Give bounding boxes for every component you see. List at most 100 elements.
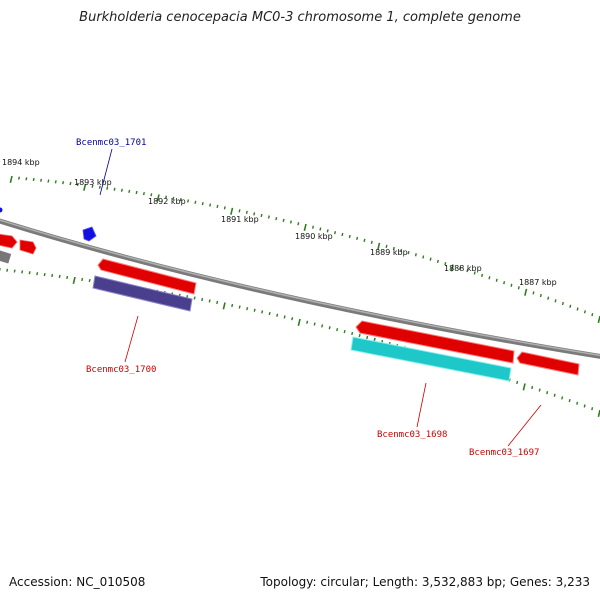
gene-label-1698[interactable]: Bcenmc03_1698 xyxy=(377,430,447,440)
minor-tick xyxy=(40,178,43,182)
minor-tick xyxy=(69,181,72,186)
gene-1698[interactable] xyxy=(350,336,512,382)
minor-tick xyxy=(58,274,61,279)
major-tick xyxy=(9,175,13,183)
minor-tick xyxy=(91,184,94,188)
minor-tick xyxy=(113,187,116,191)
minor-tick xyxy=(591,407,594,411)
minor-tick xyxy=(516,380,519,385)
minor-tick xyxy=(106,186,109,190)
gene-1697[interactable] xyxy=(516,351,580,376)
tick-label-1890: 1890 kbp xyxy=(295,232,333,241)
minor-tick xyxy=(253,308,256,312)
minor-tick xyxy=(538,388,541,392)
minor-tick xyxy=(25,177,28,181)
minor-tick xyxy=(569,304,572,308)
gene-forward-red-long[interactable] xyxy=(355,320,515,364)
minor-tick xyxy=(164,195,168,199)
minor-tick xyxy=(216,204,219,209)
minor-tick xyxy=(358,333,361,338)
major-tick xyxy=(303,223,307,231)
gene-label-1701[interactable]: Bcenmc03_1701 xyxy=(76,138,146,148)
minor-tick xyxy=(546,391,549,395)
minor-tick xyxy=(414,253,417,257)
minor-tick xyxy=(150,193,153,197)
minor-tick xyxy=(568,398,571,403)
minor-tick xyxy=(187,199,190,203)
minor-tick xyxy=(267,215,270,219)
minor-tick xyxy=(28,271,31,275)
tick-label-1893: 1893 kbp xyxy=(74,178,112,187)
minor-tick xyxy=(356,236,359,241)
topology-summary: Topology: circular; Length: 3,532,883 bp… xyxy=(260,575,590,589)
minor-tick xyxy=(81,277,84,282)
major-tick xyxy=(522,383,526,391)
minor-tick xyxy=(531,385,534,390)
minor-tick xyxy=(201,202,204,206)
gene-small-blue[interactable] xyxy=(82,226,97,242)
minor-tick xyxy=(532,291,535,295)
major-tick xyxy=(230,207,234,215)
minor-tick xyxy=(422,255,425,259)
minor-tick xyxy=(238,305,241,309)
gene-forward-small-2[interactable] xyxy=(19,239,37,255)
minor-tick xyxy=(276,313,279,317)
minor-tick xyxy=(466,268,469,273)
minor-tick xyxy=(444,262,447,266)
minor-tick xyxy=(6,268,9,272)
minor-tick xyxy=(120,188,123,192)
minor-tick xyxy=(495,278,498,282)
minor-tick xyxy=(334,231,337,235)
gene-edge-blue[interactable] xyxy=(0,207,3,213)
minor-tick xyxy=(488,276,491,280)
minor-tick xyxy=(283,315,286,319)
minor-tick xyxy=(246,307,249,311)
minor-tick xyxy=(583,310,586,314)
minor-tick xyxy=(328,326,331,330)
outer-tick-ring xyxy=(9,175,600,323)
minor-tick xyxy=(313,322,316,326)
minor-tick xyxy=(306,320,309,324)
gene-forward-1701-block[interactable] xyxy=(97,258,197,295)
minor-tick xyxy=(366,335,369,340)
minor-tick xyxy=(343,329,346,334)
minor-tick xyxy=(32,177,35,182)
minor-tick xyxy=(319,227,322,231)
major-tick xyxy=(297,318,301,326)
minor-tick xyxy=(336,328,339,332)
minor-tick xyxy=(253,212,256,216)
minor-tick xyxy=(517,286,520,290)
minor-tick xyxy=(88,278,91,283)
minor-tick xyxy=(539,293,542,298)
chromosome-backbone xyxy=(0,218,600,359)
gene-label-1700[interactable]: Bcenmc03_1700 xyxy=(86,365,156,375)
minor-tick xyxy=(370,240,373,244)
chromosome-backbone-highlight xyxy=(0,219,600,357)
leader-1700 xyxy=(124,315,139,363)
minor-tick xyxy=(201,297,204,302)
minor-tick xyxy=(142,191,145,196)
minor-tick xyxy=(261,310,264,314)
gene-label-1697[interactable]: Bcenmc03_1697 xyxy=(469,448,539,458)
minor-tick xyxy=(553,393,556,397)
gene-edge-gray[interactable] xyxy=(0,250,12,264)
minor-tick xyxy=(458,266,462,270)
minor-tick xyxy=(260,213,263,218)
minor-tick xyxy=(51,273,54,278)
minor-tick xyxy=(510,283,513,287)
leader-1698 xyxy=(416,382,427,428)
gene-1700[interactable] xyxy=(92,275,193,312)
leader-1697 xyxy=(507,404,542,447)
minor-tick xyxy=(429,257,432,261)
minor-tick xyxy=(561,396,564,400)
minor-tick xyxy=(268,311,271,316)
tick-label-1891: 1891 kbp xyxy=(221,215,259,224)
minor-tick xyxy=(209,203,212,207)
minor-tick xyxy=(400,248,403,253)
gene-forward-small-1[interactable] xyxy=(0,233,18,249)
minor-tick xyxy=(54,180,57,184)
minor-tick xyxy=(297,222,300,226)
minor-tick xyxy=(321,324,324,328)
minor-tick xyxy=(326,229,329,233)
